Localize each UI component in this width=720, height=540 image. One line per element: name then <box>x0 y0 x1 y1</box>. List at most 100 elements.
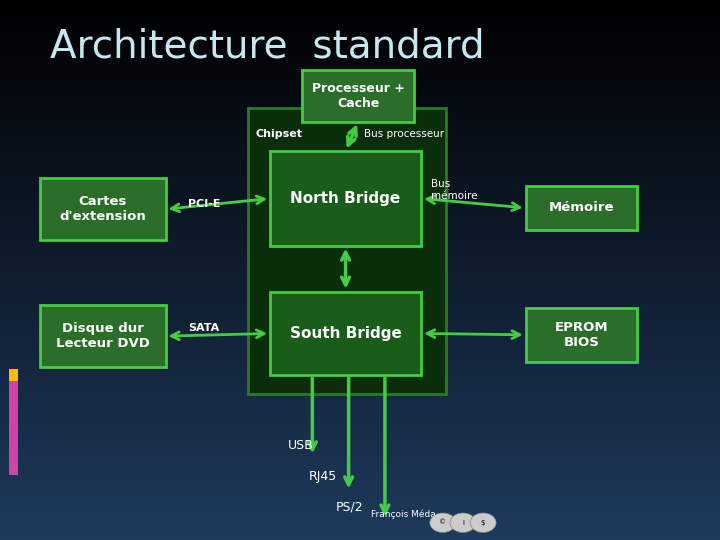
Bar <box>9 381 18 394</box>
Bar <box>0 436 720 437</box>
Bar <box>0 231 720 232</box>
Bar <box>9 369 18 381</box>
Bar <box>0 427 720 428</box>
Bar <box>0 295 720 297</box>
Bar <box>0 220 720 221</box>
Bar <box>0 536 720 538</box>
Bar <box>0 319 720 320</box>
Bar <box>0 196 720 198</box>
FancyBboxPatch shape <box>270 151 421 246</box>
Bar <box>0 387 720 389</box>
Bar <box>0 43 720 45</box>
Bar <box>0 371 720 373</box>
Bar <box>0 209 720 211</box>
Bar <box>0 437 720 439</box>
Bar <box>0 428 720 430</box>
Bar <box>0 164 720 166</box>
Bar <box>0 119 720 120</box>
Bar <box>0 245 720 247</box>
Bar <box>0 216 720 218</box>
Bar <box>0 96 720 97</box>
Text: Mémoire: Mémoire <box>549 201 614 214</box>
Bar <box>0 144 720 146</box>
Bar <box>0 304 720 306</box>
Bar <box>0 83 720 85</box>
Bar <box>0 49 720 50</box>
Text: North Bridge: North Bridge <box>290 191 401 206</box>
Bar <box>0 50 720 52</box>
Bar <box>0 92 720 93</box>
Bar <box>0 459 720 461</box>
Bar <box>0 486 720 488</box>
Bar <box>0 531 720 533</box>
Bar <box>0 227 720 228</box>
Bar <box>0 93 720 96</box>
Bar <box>0 131 720 133</box>
Bar <box>0 498 720 501</box>
Bar <box>0 351 720 353</box>
Bar <box>0 517 720 518</box>
Bar <box>0 360 720 362</box>
Circle shape <box>430 513 456 532</box>
Bar <box>0 194 720 196</box>
Bar <box>0 191 720 193</box>
Bar <box>0 238 720 239</box>
FancyBboxPatch shape <box>270 292 421 375</box>
Bar <box>0 234 720 236</box>
Bar <box>0 481 720 482</box>
Bar <box>0 326 720 328</box>
Bar <box>0 130 720 131</box>
Bar <box>0 423 720 425</box>
Text: PCI-E: PCI-E <box>187 199 220 209</box>
Bar <box>0 538 720 540</box>
Bar <box>0 56 720 58</box>
Bar <box>0 282 720 285</box>
Bar <box>0 54 720 56</box>
Bar <box>0 342 720 344</box>
Bar <box>0 239 720 241</box>
Text: François Méda: François Méda <box>371 510 436 519</box>
Bar <box>0 228 720 231</box>
FancyBboxPatch shape <box>302 70 414 122</box>
Bar <box>0 69 720 70</box>
Bar <box>0 414 720 416</box>
Bar <box>0 400 720 401</box>
Bar <box>0 22 720 23</box>
Bar <box>0 259 720 261</box>
Bar <box>0 162 720 164</box>
Bar <box>0 301 720 302</box>
Bar <box>0 389 720 390</box>
Bar <box>0 522 720 524</box>
Bar <box>0 180 720 182</box>
Bar <box>0 9 720 11</box>
Bar <box>0 441 720 443</box>
Bar <box>0 410 720 412</box>
Bar <box>0 16 720 18</box>
FancyBboxPatch shape <box>40 305 166 367</box>
Bar <box>0 286 720 288</box>
Bar <box>0 312 720 313</box>
Bar <box>0 204 720 205</box>
Bar <box>0 124 720 126</box>
Bar <box>0 90 720 92</box>
Bar <box>0 270 720 272</box>
Bar <box>0 367 720 369</box>
Bar <box>0 187 720 189</box>
FancyBboxPatch shape <box>248 108 446 394</box>
Bar <box>0 142 720 144</box>
Circle shape <box>450 513 476 532</box>
Bar <box>0 525 720 528</box>
Bar <box>0 344 720 346</box>
Text: Bus processeur: Bus processeur <box>364 129 444 139</box>
Bar <box>0 198 720 200</box>
Bar <box>0 299 720 301</box>
Bar <box>0 193 720 194</box>
Bar <box>0 362 720 363</box>
Bar <box>0 317 720 319</box>
Bar <box>0 128 720 130</box>
Bar <box>0 340 720 342</box>
Bar <box>0 248 720 250</box>
Bar <box>0 254 720 255</box>
Bar <box>0 207 720 209</box>
Bar <box>0 417 720 420</box>
